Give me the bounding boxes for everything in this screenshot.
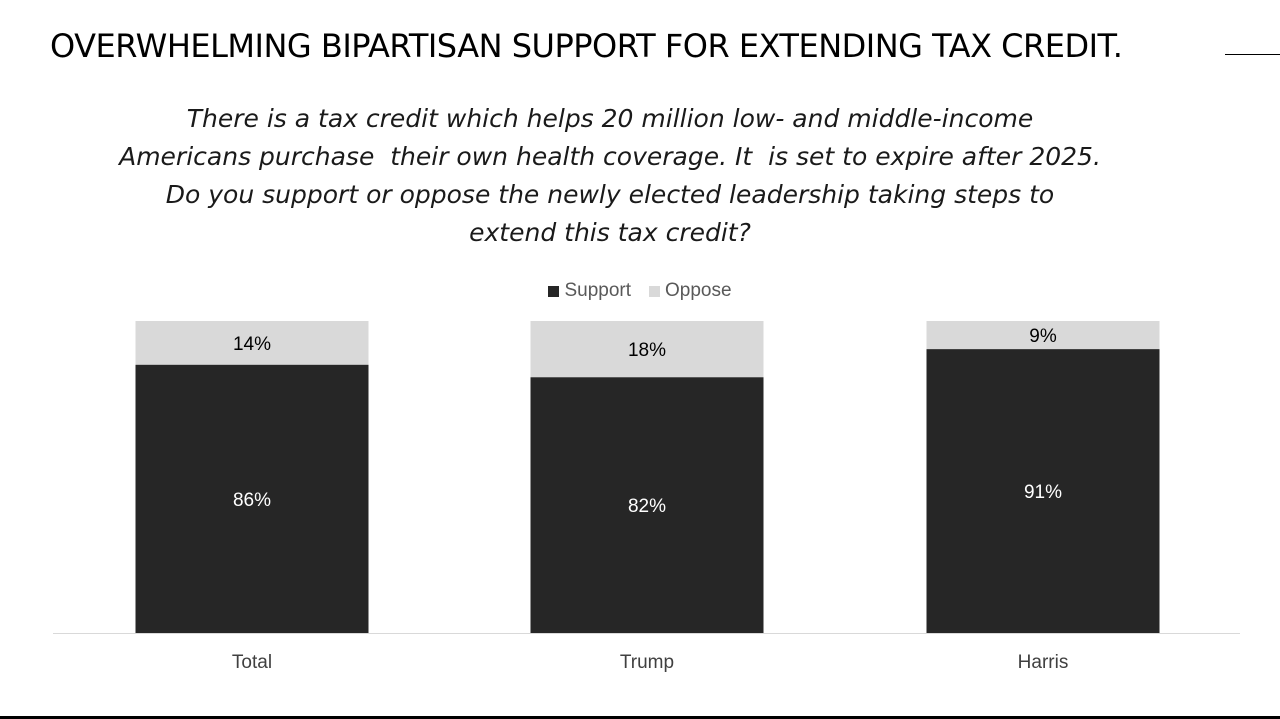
legend-item-oppose: Oppose: [649, 280, 732, 302]
survey-question: There is a tax credit which helps 20 mil…: [40, 100, 1180, 252]
chart-legend: Support Oppose: [0, 280, 1280, 302]
bar-support-harris: [926, 349, 1160, 633]
legend-swatch-support: [548, 285, 560, 297]
bar-support-total: [135, 364, 369, 633]
title-rule: [1225, 54, 1280, 55]
legend-swatch-oppose: [649, 285, 660, 297]
category-label-harris: Harris: [1018, 652, 1069, 673]
data-label-oppose-harris: 9%: [1029, 326, 1057, 347]
question-line: Americans purchase their own health cove…: [119, 142, 1101, 171]
slide-title: OVERWHELMING BIPARTISAN SUPPORT FOR EXTE…: [50, 27, 1123, 65]
data-label-support-trump: 82%: [628, 496, 666, 517]
data-label-support-total: 86%: [233, 490, 271, 511]
question-line: extend this tax credit?: [469, 218, 751, 247]
data-label-support-harris: 91%: [1024, 482, 1062, 503]
bottom-rule: [0, 716, 1280, 719]
category-label-trump: Trump: [620, 652, 674, 673]
legend-label-oppose: Oppose: [665, 280, 732, 301]
question-line: Do you support or oppose the newly elect…: [165, 180, 1055, 209]
bar-oppose-harris: [926, 321, 1160, 350]
data-label-oppose-total: 14%: [233, 334, 271, 355]
category-label-total: Total: [232, 652, 272, 673]
legend-label-support: Support: [564, 280, 631, 301]
bar-oppose-trump: [530, 321, 764, 378]
legend-item-support: Support: [548, 280, 631, 302]
data-label-oppose-trump: 18%: [628, 340, 666, 361]
question-line: There is a tax credit which helps 20 mil…: [186, 104, 1034, 133]
bar-support-trump: [530, 377, 764, 633]
bar-oppose-total: [135, 321, 369, 365]
